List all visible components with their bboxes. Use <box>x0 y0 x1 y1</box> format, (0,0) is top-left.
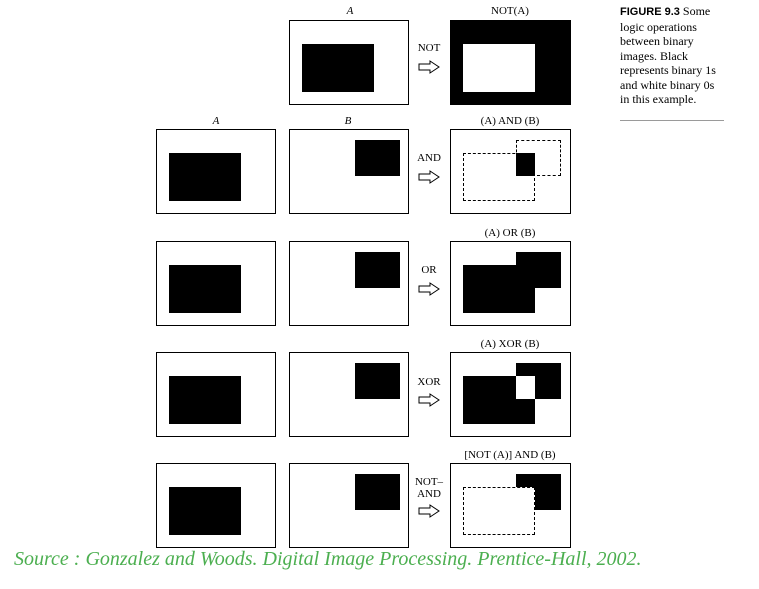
label-b: B <box>344 115 352 127</box>
label-not-a: NOT(A) <box>491 5 529 17</box>
region-b <box>355 363 400 399</box>
label-or-result: (A) OR (B) <box>484 227 536 239</box>
label-xor-result: (A) XOR (B) <box>480 338 540 350</box>
region-a <box>169 153 241 201</box>
label-notand-result: [NOT (A)] AND (B) <box>464 449 556 461</box>
image-and-result <box>450 129 571 214</box>
region-a <box>169 376 241 424</box>
figure-caption-text: Some logic operations between binary ima… <box>620 4 716 106</box>
arrow-icon <box>418 282 440 296</box>
region-a <box>169 265 241 313</box>
arrow-icon <box>418 504 440 518</box>
label-and-result: (A) AND (B) <box>480 115 540 127</box>
image-not-a <box>450 20 571 105</box>
label-a-left: A <box>212 115 220 127</box>
region-b <box>355 140 400 176</box>
image-notand-result <box>450 463 571 548</box>
image-a-top <box>289 20 409 105</box>
outline-a <box>463 153 535 201</box>
outline-a <box>463 487 535 535</box>
arrow-icon <box>418 170 440 184</box>
region-b-part <box>516 252 561 288</box>
op-not-and-line2: AND <box>417 488 441 500</box>
caption-divider <box>620 120 724 121</box>
op-or: OR <box>421 264 437 276</box>
label-a-top: A <box>346 5 354 17</box>
image-xor-result <box>450 352 571 437</box>
region-b <box>355 252 400 288</box>
op-not-and: NOT– AND <box>411 476 447 500</box>
region-intersection <box>516 153 535 176</box>
image-a-row5 <box>156 463 276 548</box>
figure-label: FIGURE 9.3 <box>620 6 680 18</box>
image-b-row3 <box>289 241 409 326</box>
arrow-icon <box>418 393 440 407</box>
op-not-and-line1: NOT– <box>414 476 444 488</box>
op-and: AND <box>417 152 441 164</box>
region-a <box>169 487 241 535</box>
region-b <box>355 474 400 510</box>
image-a-row2 <box>156 129 276 214</box>
figure-caption: FIGURE 9.3 Some logic operations between… <box>620 4 724 107</box>
op-not: NOT <box>417 42 441 54</box>
source-citation: Source : Gonzalez and Woods. Digital Ima… <box>14 548 642 570</box>
image-b-row4 <box>289 352 409 437</box>
op-xor: XOR <box>417 376 441 388</box>
region-not-a-hole <box>463 44 535 92</box>
region-overlap-cleared <box>516 376 535 399</box>
region-a <box>302 44 374 92</box>
arrow-icon <box>418 60 440 74</box>
image-a-row4 <box>156 352 276 437</box>
image-a-row3 <box>156 241 276 326</box>
image-or-result <box>450 241 571 326</box>
image-b-row5 <box>289 463 409 548</box>
image-b-row2 <box>289 129 409 214</box>
